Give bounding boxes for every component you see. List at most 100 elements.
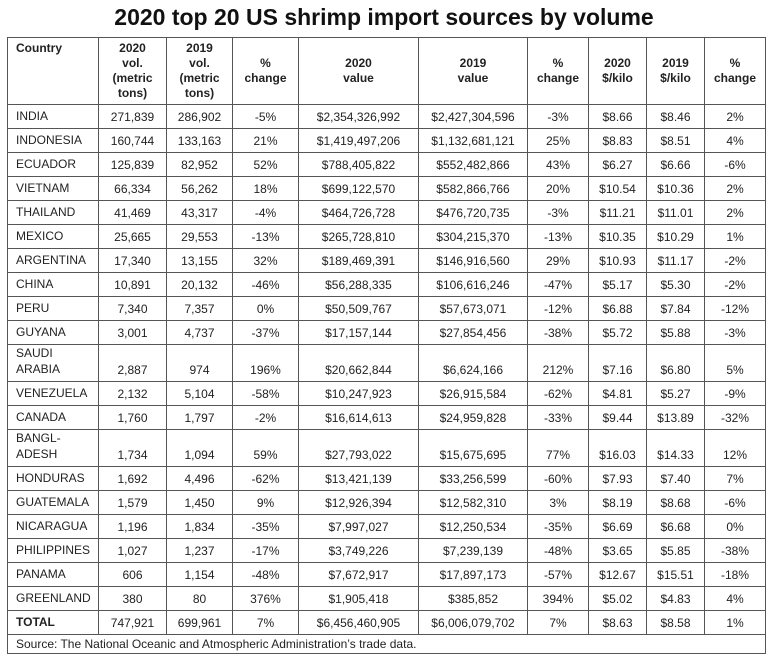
data-cell: -32%: [704, 405, 766, 430]
data-cell: 3,001: [98, 320, 167, 345]
data-cell: 9%: [232, 490, 299, 515]
data-cell: $10.35: [588, 224, 647, 249]
data-cell: $6.66: [646, 152, 705, 177]
data-cell: $4.83: [646, 586, 705, 611]
data-cell: $5.30: [646, 272, 705, 297]
data-cell: $33,256,599: [418, 466, 528, 491]
data-cell: -6%: [704, 152, 766, 177]
data-cell: -5%: [232, 104, 299, 129]
column-header-line: value: [343, 71, 374, 85]
data-cell: 3%: [527, 490, 589, 515]
data-cell: 20,132: [166, 272, 233, 297]
data-cell: 56,262: [166, 176, 233, 201]
data-cell: $6.80: [646, 344, 705, 382]
column-header-line: vol.: [189, 56, 210, 70]
data-cell: $11.21: [588, 200, 647, 225]
data-cell: $11.01: [646, 200, 705, 225]
data-cell: $10.36: [646, 176, 705, 201]
data-cell: $27,793,022: [298, 429, 419, 467]
data-cell: $7.93: [588, 466, 647, 491]
table-row: ARGENTINA 17,340 13,155 32% $189,469,391 $146…: [7, 248, 766, 273]
table-row: SAUDI ARABIA 2,887 974 196% $20,662,844 $6,62…: [7, 344, 766, 382]
data-cell: 17,340: [98, 248, 167, 273]
data-cell: 212%: [527, 344, 589, 382]
data-cell: $24,959,828: [418, 405, 528, 430]
data-cell: $464,726,728: [298, 200, 419, 225]
data-cell: 80: [166, 586, 233, 611]
data-cell: 12%: [704, 429, 766, 467]
data-cell: 2,132: [98, 381, 167, 406]
data-cell: 271,839: [98, 104, 167, 129]
data-cell: $1,132,681,121: [418, 128, 528, 153]
country-cell: VENEZUELA: [7, 381, 99, 406]
country-cell: ARGENTINA: [7, 248, 99, 273]
data-cell: 4,737: [166, 320, 233, 345]
data-cell: $10.54: [588, 176, 647, 201]
data-cell: $9.44: [588, 405, 647, 430]
column-header: 2020 value: [298, 37, 419, 105]
data-cell: $7,997,027: [298, 514, 419, 539]
total-cell: 7%: [232, 610, 299, 635]
data-cell: 2%: [704, 200, 766, 225]
total-cell: $6,456,460,905: [298, 610, 419, 635]
data-cell: 376%: [232, 586, 299, 611]
data-cell: $304,215,370: [418, 224, 528, 249]
data-cell: $50,509,767: [298, 296, 419, 321]
data-cell: $1,905,418: [298, 586, 419, 611]
data-cell: $6,624,166: [418, 344, 528, 382]
table-row: THAILAND 41,469 43,317 -4% $464,726,728 $476,…: [7, 200, 766, 225]
data-cell: $12,582,310: [418, 490, 528, 515]
total-cell: $8.63: [588, 610, 647, 635]
data-cell: 4,496: [166, 466, 233, 491]
column-header-line: value: [457, 71, 489, 85]
data-cell: -38%: [704, 538, 766, 563]
country-cell: GUYANA: [7, 320, 99, 345]
data-cell: 1,154: [166, 562, 233, 587]
data-cell: 1,237: [166, 538, 233, 563]
table-row: INDIA 271,839 286,902 -5% $2,354,326,992 $2,4…: [7, 104, 766, 129]
data-cell: 1,027: [98, 538, 167, 563]
data-cell: 41,469: [98, 200, 167, 225]
data-cell: $3,749,226: [298, 538, 419, 563]
data-cell: 1,450: [166, 490, 233, 515]
data-cell: -18%: [704, 562, 766, 587]
data-cell: $10,247,923: [298, 381, 419, 406]
data-cell: $6.27: [588, 152, 647, 177]
data-cell: -2%: [232, 405, 299, 430]
data-cell: 1,196: [98, 514, 167, 539]
country-cell: ECUADOR: [7, 152, 99, 177]
table-title: 2020 top 20 US shrimp import sources by …: [114, 4, 654, 30]
data-cell: 52%: [232, 152, 299, 177]
data-cell: -38%: [527, 320, 589, 345]
data-cell: 59%: [232, 429, 299, 467]
country-cell: MEXICO: [7, 224, 99, 249]
data-cell: 160,744: [98, 128, 167, 153]
data-cell: $27,854,456: [418, 320, 528, 345]
country-cell: CANADA: [7, 405, 99, 430]
data-cell: $10.29: [646, 224, 705, 249]
data-cell: $5.02: [588, 586, 647, 611]
data-cell: -33%: [527, 405, 589, 430]
data-cell: $2,427,304,596: [418, 104, 528, 129]
data-cell: $7.84: [646, 296, 705, 321]
data-cell: $8.66: [588, 104, 647, 129]
data-cell: $2,354,326,992: [298, 104, 419, 129]
column-header-line: tons): [184, 86, 215, 100]
table-row: CHINA 10,891 20,132 -46% $56,288,335 $106,616…: [7, 272, 766, 297]
data-cell: -47%: [527, 272, 589, 297]
data-cell: $16,614,613: [298, 405, 419, 430]
data-cell: $7,239,139: [418, 538, 528, 563]
total-cell: 7%: [527, 610, 589, 635]
data-cell: $7.16: [588, 344, 647, 382]
data-cell: $10.93: [588, 248, 647, 273]
data-cell: $146,916,560: [418, 248, 528, 273]
data-cell: $14.33: [646, 429, 705, 467]
data-cell: $12,926,394: [298, 490, 419, 515]
data-cell: 606: [98, 562, 167, 587]
country-cell: INDONESIA: [7, 128, 99, 153]
data-cell: $6.68: [646, 514, 705, 539]
column-header: 2020 vol. (metric tons): [98, 37, 167, 105]
data-cell: 43,317: [166, 200, 233, 225]
data-cell: $5.27: [646, 381, 705, 406]
country-cell: VIETNAM: [7, 176, 99, 201]
